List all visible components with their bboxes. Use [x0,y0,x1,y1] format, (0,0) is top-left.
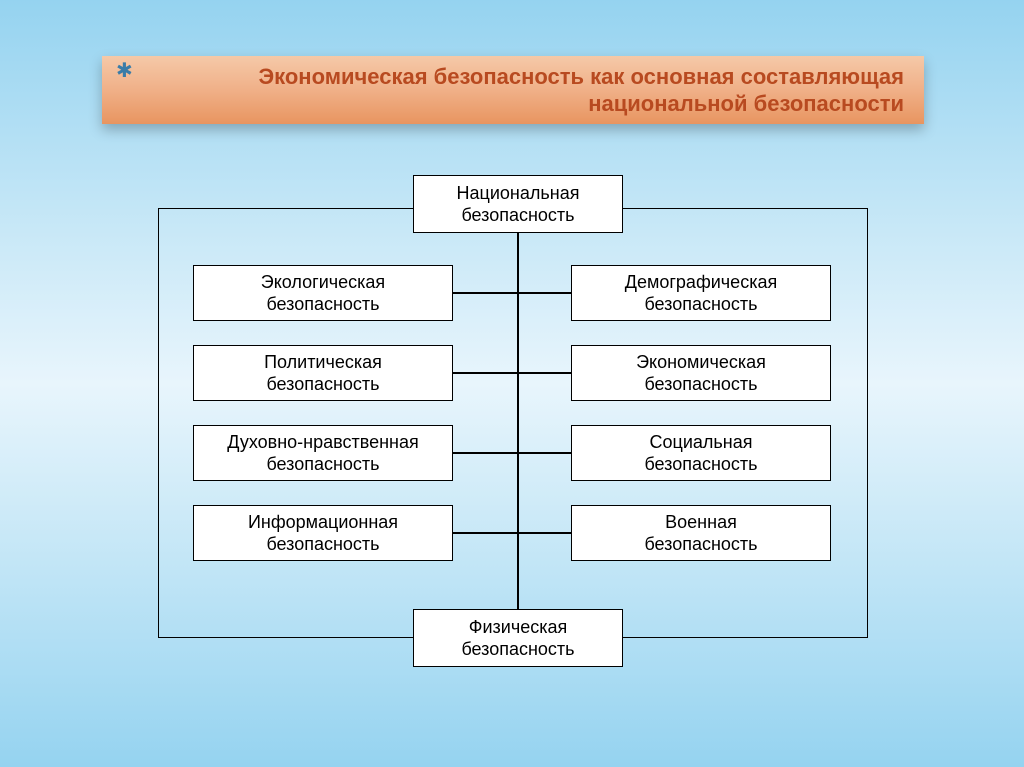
left-4-l1: Информационная [248,511,398,534]
right-2-l2: безопасность [644,373,757,396]
title-line-1: Экономическая безопасность как основная … [258,63,904,91]
right-3-l2: безопасность [644,453,757,476]
left-2-l1: Политическая [264,351,382,374]
conn-l-4 [453,532,518,534]
left-box-3: Духовно-нравственная безопасность [193,425,453,481]
left-1-l2: безопасность [266,293,379,316]
root-box: Национальная безопасность [413,175,623,233]
left-4-l2: безопасность [266,533,379,556]
root-line2: безопасность [461,204,574,227]
root-line1: Национальная [457,182,580,205]
title-bullet-icon: ✱ [116,58,133,83]
conn-l-3 [453,452,518,454]
conn-r-2 [518,372,571,374]
bottom-l2: безопасность [461,638,574,661]
left-box-2: Политическая безопасность [193,345,453,401]
org-diagram: Национальная безопасность Экологическая … [158,175,868,687]
left-2-l2: безопасность [266,373,379,396]
right-2-l1: Экономическая [636,351,766,374]
right-4-l1: Военная [665,511,737,534]
title-bar: Экономическая безопасность как основная … [102,56,924,124]
conn-r-3 [518,452,571,454]
right-3-l1: Социальная [650,431,753,454]
right-box-2: Экономическая безопасность [571,345,831,401]
conn-r-4 [518,532,571,534]
conn-l-1 [453,292,518,294]
right-1-l1: Демографическая [625,271,777,294]
right-1-l2: безопасность [644,293,757,316]
right-box-4: Военная безопасность [571,505,831,561]
conn-r-1 [518,292,571,294]
bottom-box: Физическая безопасность [413,609,623,667]
title-line-2: национальной безопасности [588,90,904,118]
right-4-l2: безопасность [644,533,757,556]
left-box-4: Информационная безопасность [193,505,453,561]
bottom-l1: Физическая [469,616,567,639]
right-box-1: Демографическая безопасность [571,265,831,321]
left-1-l1: Экологическая [261,271,385,294]
stem-vertical [517,233,519,609]
conn-l-2 [453,372,518,374]
left-3-l2: безопасность [266,453,379,476]
left-3-l1: Духовно-нравственная [227,431,418,454]
left-box-1: Экологическая безопасность [193,265,453,321]
right-box-3: Социальная безопасность [571,425,831,481]
